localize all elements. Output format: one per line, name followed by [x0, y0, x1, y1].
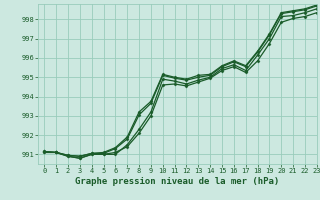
X-axis label: Graphe pression niveau de la mer (hPa): Graphe pression niveau de la mer (hPa) [76, 177, 280, 186]
